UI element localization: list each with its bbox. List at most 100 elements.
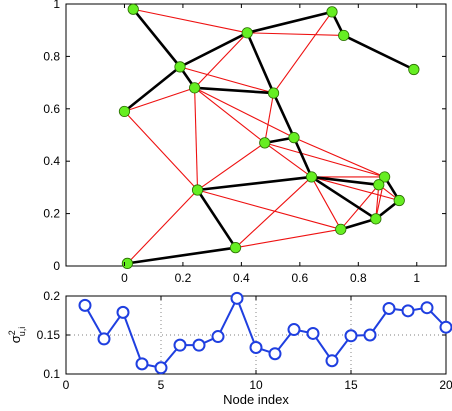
graph-edge-36 xyxy=(264,142,385,178)
variance-axes-ticks: 0 5 10 15 20 0.1 0.15 0.2 xyxy=(37,289,452,392)
graph-edge-16 xyxy=(197,142,266,191)
tree-edge-14 xyxy=(127,246,236,265)
graph-edge-19 xyxy=(264,142,312,178)
graph-node-5 xyxy=(408,63,420,76)
graph-edge-3 xyxy=(194,32,248,89)
graph-node-2 xyxy=(241,27,253,39)
graph-axes-ticks: 0 0.2 0.4 0.6 0.8 1 0 0.2 0.4 0.6 0.8 1 xyxy=(43,0,446,285)
graph-node-3 xyxy=(326,6,338,18)
variance-line-chart: 0 5 10 15 20 0.1 0.15 0.2 Node index σ2u,i xyxy=(7,289,452,407)
x-tick-label: 15 xyxy=(344,378,358,392)
y-tick-label: 0.1 xyxy=(43,367,60,381)
graph-edge-10 xyxy=(124,87,195,112)
variance-point-19 xyxy=(420,301,434,315)
variance-point-14 xyxy=(325,354,339,368)
x-tick-label: 20 xyxy=(439,378,452,392)
graph-edge-0 xyxy=(133,8,248,34)
x-tick-label: 0 xyxy=(121,271,128,285)
variance-point-2 xyxy=(97,332,111,346)
tree-edge-2 xyxy=(246,10,333,35)
graph-edge-32 xyxy=(235,176,312,249)
y-tick-label: 1 xyxy=(53,0,60,11)
graph-edge-5 xyxy=(247,32,344,36)
tree-edge-13 xyxy=(196,189,237,249)
variance-point-4 xyxy=(135,357,149,371)
graph-node-9 xyxy=(118,105,131,118)
variance-point-15 xyxy=(344,329,358,343)
graph-node-6 xyxy=(174,61,186,73)
graph-edge-14 xyxy=(194,87,295,139)
variance-point-12 xyxy=(287,323,301,337)
graph-node-18 xyxy=(335,223,347,235)
graph-node-11 xyxy=(259,137,271,149)
graph-node-20 xyxy=(121,257,133,269)
y-axis-label: σ2u,i xyxy=(7,327,27,344)
y-tick-label: 0.6 xyxy=(43,102,60,116)
graph-edge-25 xyxy=(375,184,380,219)
graph-edge-34 xyxy=(126,189,198,264)
x-tick-label: 0.6 xyxy=(292,271,309,285)
tree-edge-8 xyxy=(123,65,181,113)
graph-edge-20 xyxy=(293,137,385,178)
y-tick-label: 0.4 xyxy=(43,154,60,168)
variance-point-20 xyxy=(439,320,452,334)
variance-grid xyxy=(66,296,446,374)
x-tick-label: 1 xyxy=(413,271,420,285)
x-tick-label: 0.4 xyxy=(233,271,250,285)
x-tick-label: 0 xyxy=(63,378,70,392)
tree-edge-15 xyxy=(311,175,379,187)
graph-node-1 xyxy=(127,3,139,15)
graph-edge-23 xyxy=(311,176,400,202)
variance-point-9 xyxy=(230,291,244,305)
y-axis-label-superscript: 2 xyxy=(7,330,17,335)
graph-node-8 xyxy=(267,87,280,99)
graph-node-19 xyxy=(229,242,242,254)
variance-point-5 xyxy=(154,361,168,375)
tree-edge-0 xyxy=(132,8,182,68)
graph-node-16 xyxy=(191,184,204,196)
graph-nodes xyxy=(118,3,420,269)
variance-point-16 xyxy=(363,328,377,342)
graph-edge-33 xyxy=(235,228,341,249)
x-tick-label: 5 xyxy=(158,378,165,392)
graph-edge-8 xyxy=(273,11,333,94)
graph-edge-17 xyxy=(124,111,198,191)
y-tick-label: 0.2 xyxy=(43,289,60,303)
graph-node-17 xyxy=(370,213,382,225)
tree-edge-12 xyxy=(197,175,312,192)
tree-edge-19 xyxy=(340,217,377,231)
tree-edges xyxy=(123,8,415,265)
tree-edge-20 xyxy=(310,175,377,220)
x-axis-label: Node index xyxy=(223,392,289,407)
graph-node-4 xyxy=(338,29,350,42)
y-tick-label: 0 xyxy=(53,259,60,273)
graph-node-15 xyxy=(393,194,405,207)
variance-point-13 xyxy=(306,326,320,340)
tree-edge-9 xyxy=(272,92,296,139)
graph-node-7 xyxy=(189,82,201,94)
graph-scatter-chart: 0 0.2 0.4 0.6 0.8 1 0 0.2 0.4 0.6 0.8 1 xyxy=(43,0,447,285)
x-tick-label: 10 xyxy=(249,378,263,392)
graph-edge-31 xyxy=(197,189,341,230)
variance-point-3 xyxy=(116,305,130,319)
tree-edge-1 xyxy=(179,31,248,69)
tree-edge-11 xyxy=(292,137,313,178)
variance-point-7 xyxy=(192,338,206,352)
variance-point-11 xyxy=(268,347,282,361)
y-tick-label: 0.15 xyxy=(37,328,61,342)
graph-edge-9 xyxy=(179,66,274,94)
y-tick-label: 0.8 xyxy=(43,49,60,63)
y-axis-label-subscript: u,i xyxy=(17,327,27,337)
variance-point-10 xyxy=(249,340,263,354)
tree-edge-7 xyxy=(246,32,275,94)
graph-edge-24 xyxy=(311,176,342,230)
graph-edge-13 xyxy=(194,87,266,144)
graph-node-12 xyxy=(305,171,318,183)
tree-edge-6 xyxy=(194,86,274,95)
graph-plot-frame xyxy=(65,3,447,267)
tree-edge-4 xyxy=(343,34,415,71)
graph-node-13 xyxy=(379,171,391,183)
variance-point-17 xyxy=(382,301,396,315)
x-tick-label: 0.8 xyxy=(350,271,367,285)
